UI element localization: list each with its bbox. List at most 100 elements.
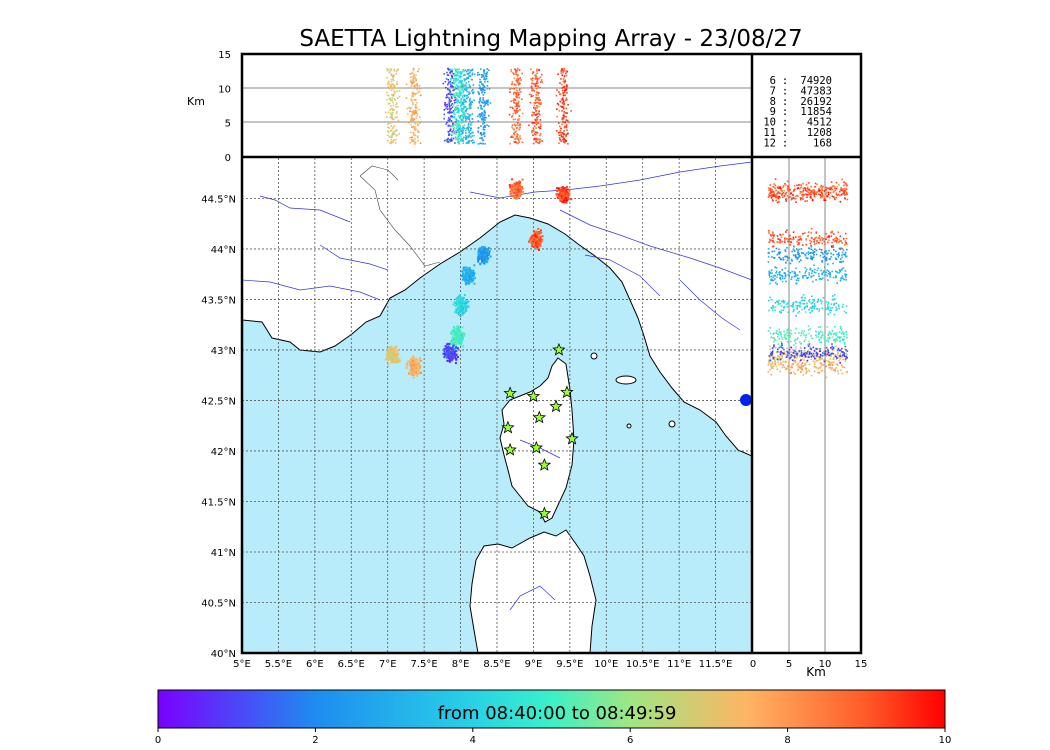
side-source-point [844,345,847,348]
top-source-point [459,80,461,82]
lightning-source-point [396,353,399,356]
side-source-point [813,271,816,274]
side-source-point [780,334,782,336]
top-source-point [450,96,453,98]
side-source-point [807,276,809,279]
top-source-point [566,129,568,131]
top-source-point [449,93,451,95]
lightning-source-point [393,351,396,354]
side-source-point [786,365,789,368]
station-star-icon [537,458,552,471]
top-source-point [451,86,453,88]
side-source-point [823,337,825,340]
side-source-point [776,357,779,360]
top-source-point [539,81,542,83]
side-source-point [843,353,846,355]
side-source-point [785,231,787,233]
lightning-source-point [464,309,467,312]
side-source-point [795,301,798,303]
side-source-point [767,256,770,258]
lightning-source-point [398,357,401,360]
top-source-point [481,115,484,118]
top-source-point [562,97,564,99]
side-source-point [787,270,790,273]
top-source-point [519,77,522,79]
side-source-point [804,189,807,192]
lightning-source-point [568,192,571,195]
top-source-point [563,85,566,88]
side-source-point [818,278,821,280]
side-source-point [813,363,816,366]
top-source-point [412,87,415,90]
top-source-point [388,136,391,138]
top-source-point [459,139,462,142]
lightning-source-point [451,350,454,353]
top-source-point [416,112,419,115]
side-source-point [774,195,776,197]
top-source-point [519,88,521,91]
top-source-point [536,72,538,75]
side-source-point [794,275,797,278]
lightning-source-point [559,198,562,201]
lightning-source-point [515,193,518,196]
top-source-point [443,117,445,120]
top-source-point [458,96,461,99]
side-source-point [805,238,808,240]
lightning-source-point [533,234,536,237]
lightning-source-point [563,194,566,197]
top-source-point [485,78,488,80]
top-source-point [562,116,565,119]
side-source-point [841,192,844,195]
lightning-source-point [512,194,515,197]
side-source-point [789,188,792,191]
side-source-point [800,371,802,373]
top-source-point [559,131,561,134]
top-source-point [513,123,516,126]
top-source-point [518,141,521,143]
lightning-source-point [457,333,460,336]
side-source-point [821,239,824,241]
top-source-point [537,122,540,124]
side-source-point [794,348,797,351]
side-source-point [835,258,837,261]
top-source-point [562,78,565,80]
lightning-source-point [455,300,458,303]
side-source-point [784,249,787,251]
side-source-point [777,251,780,254]
top-source-point [447,137,449,140]
side-source-point [805,190,808,193]
side-source-point [844,251,847,254]
side-source-point [845,279,847,281]
top-source-point [454,96,456,99]
top-source-point [461,113,464,115]
side-source-point [827,187,830,190]
lightning-source-point [392,357,395,360]
top-source-point [391,97,393,99]
lightning-source-point [533,236,536,239]
side-source-point [818,332,821,334]
side-source-point [824,193,827,195]
side-source-point [815,242,818,245]
side-source-point [833,190,835,193]
lightning-source-point [455,336,458,339]
side-source-point [787,240,789,243]
top-source-point [463,78,466,81]
lightning-source-point [391,351,394,354]
side-source-point [816,183,818,186]
top-source-point [481,101,483,103]
top-source-point [411,91,414,94]
top-source-point [564,80,567,83]
side-source-point [785,200,787,202]
top-source-point [484,104,486,107]
side-source-point [768,358,771,361]
top-source-point [467,77,470,80]
lightning-source-point [415,363,418,366]
top-source-point [465,89,467,91]
side-source-point [821,189,823,191]
side-source-point [839,340,841,343]
side-source-point [811,258,813,261]
side-source-point [787,328,789,330]
lightning-source-point [458,311,461,314]
side-source-point [833,293,836,296]
lightning-source-point [462,345,465,348]
